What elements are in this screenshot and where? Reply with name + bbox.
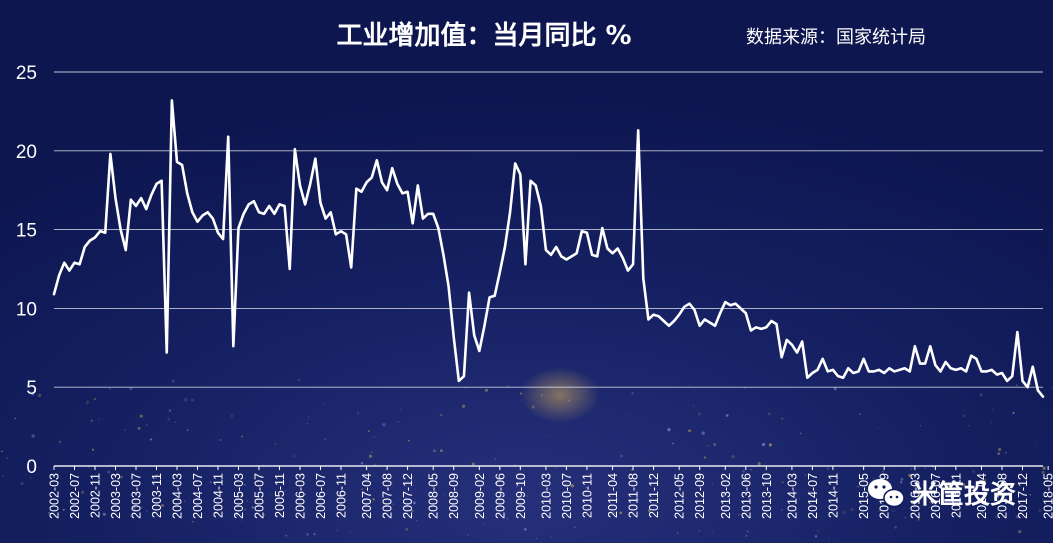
x-tick-label: 2014-11 bbox=[826, 473, 840, 518]
y-axis-ticks: 0 5 10 15 20 25 bbox=[16, 63, 37, 478]
x-tick-label: 2014-03 bbox=[785, 473, 799, 519]
x-tick-label: 2008-05 bbox=[427, 473, 441, 519]
x-tick-label: 2004-07 bbox=[191, 473, 205, 519]
background-particles bbox=[1, 379, 1053, 540]
x-tick-label: 2010-03 bbox=[539, 473, 553, 519]
x-tick-label: 2018-05 bbox=[1042, 473, 1053, 519]
x-tick-label: 2004-11 bbox=[212, 473, 226, 518]
data-source: 数据来源：国家统计局 bbox=[746, 27, 926, 48]
x-tick-label: 2017-08 bbox=[996, 473, 1010, 519]
x-tick-label: 2009-02 bbox=[473, 473, 487, 519]
x-tick-label: 2010-11 bbox=[580, 473, 594, 518]
x-tick-label: 2011-12 bbox=[647, 473, 661, 518]
x-tick-label: 2007-12 bbox=[401, 473, 415, 519]
y-tick-label: 20 bbox=[16, 142, 37, 163]
x-tick-label: 2007-04 bbox=[360, 473, 374, 519]
x-tick-label: 2016-03 bbox=[908, 473, 922, 519]
x-tick-label: 2003-07 bbox=[130, 473, 144, 519]
x-tick-label: 2012-09 bbox=[693, 473, 707, 519]
series-line bbox=[52, 99, 1045, 398]
x-tick-label: 2013-02 bbox=[719, 473, 733, 519]
y-tick-label: 25 bbox=[16, 63, 37, 84]
x-tick-label: 2012-05 bbox=[673, 473, 687, 519]
y-tick-label: 10 bbox=[16, 299, 37, 320]
x-tick-label: 2010-07 bbox=[560, 473, 574, 519]
x-tick-label: 2007-08 bbox=[381, 473, 395, 519]
x-tick-label: 2002-11 bbox=[89, 473, 103, 518]
x-tick-label: 2003-03 bbox=[109, 473, 123, 519]
x-tick-label: 2008-09 bbox=[447, 473, 461, 519]
x-tick-label: 2005-03 bbox=[232, 473, 246, 519]
x-tick-label: 2002-07 bbox=[68, 473, 82, 519]
x-tick-label: 2005-07 bbox=[253, 473, 267, 519]
x-tick-label: 2013-10 bbox=[760, 473, 774, 519]
x-tick-label: 2009-10 bbox=[514, 473, 528, 519]
x-tick-label: 2003-11 bbox=[150, 473, 164, 518]
x-tick-label: 2016-11 bbox=[949, 473, 963, 518]
x-tick-label: 2005-11 bbox=[273, 473, 287, 518]
x-tick-label: 2011-08 bbox=[627, 473, 641, 518]
x-tick-label: 2002-03 bbox=[48, 473, 62, 519]
x-tick-label: 2006-07 bbox=[314, 473, 328, 519]
x-tick-label: 2017-12 bbox=[1016, 473, 1030, 519]
x-tick-label: 2006-11 bbox=[335, 473, 349, 518]
chart-title: 工业增加值：当月同比 % bbox=[336, 20, 631, 51]
x-tick-label: 2006-03 bbox=[294, 473, 308, 519]
x-tick-label: 2017-04 bbox=[975, 473, 989, 519]
y-tick-label: 0 bbox=[26, 457, 37, 478]
wechat-icon bbox=[868, 479, 905, 508]
background-glow bbox=[520, 367, 600, 423]
x-tick-label: 2014-07 bbox=[806, 473, 820, 519]
x-tick-label: 2009-06 bbox=[493, 473, 507, 519]
x-tick-label: 2004-03 bbox=[171, 473, 185, 519]
watermark-text: 米筐投资 bbox=[912, 479, 1016, 510]
x-tick-label: 2015-05 bbox=[857, 473, 871, 519]
x-tick-label: 2011-04 bbox=[606, 473, 620, 518]
x-tick-label: 2016-07 bbox=[929, 473, 943, 519]
x-axis-ticks: 2002-03 2002-07 2002-11 2003-03 2003-07 2003-… bbox=[48, 466, 1053, 519]
y-tick-label: 5 bbox=[26, 378, 37, 399]
y-tick-label: 15 bbox=[16, 221, 37, 242]
y-gridlines bbox=[54, 71, 1043, 467]
watermark: 米筐投资 bbox=[868, 479, 1016, 510]
x-tick-label: 2013-06 bbox=[739, 473, 753, 519]
